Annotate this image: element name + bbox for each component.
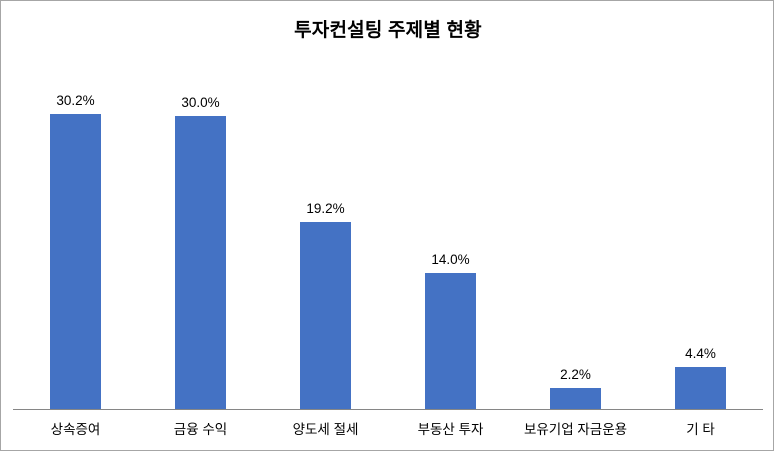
bar[interactable]	[50, 114, 101, 410]
category-label: 양도세 절세	[292, 422, 359, 437]
category-label: 상속증여	[50, 422, 101, 437]
bar[interactable]	[425, 272, 476, 410]
category-label: 기 타	[686, 422, 715, 437]
bar[interactable]	[675, 366, 726, 410]
category-label: 보유기업 자금운용	[523, 422, 628, 437]
bar-data-label: 2.2%	[560, 367, 591, 383]
category-label: 부동산 투자	[417, 422, 484, 437]
bar[interactable]	[175, 115, 226, 410]
bar-data-label: 30.0%	[181, 94, 220, 110]
bar-data-label: 4.4%	[685, 345, 716, 361]
category-axis-line	[13, 409, 763, 410]
bar-data-label: 30.2%	[56, 93, 95, 108]
bar[interactable]	[300, 221, 351, 410]
bar-data-label: 14.0%	[431, 251, 470, 267]
plot-area: 30.2% 30.0% 19.2% 14.0% 2.2% 4.4%	[13, 61, 763, 410]
bar[interactable]	[550, 388, 601, 410]
category-label: 금융 수익	[173, 422, 228, 437]
chart-title: 투자컨설팅 주제별 현황	[294, 20, 482, 41]
bar-data-label: 19.2%	[306, 200, 345, 216]
